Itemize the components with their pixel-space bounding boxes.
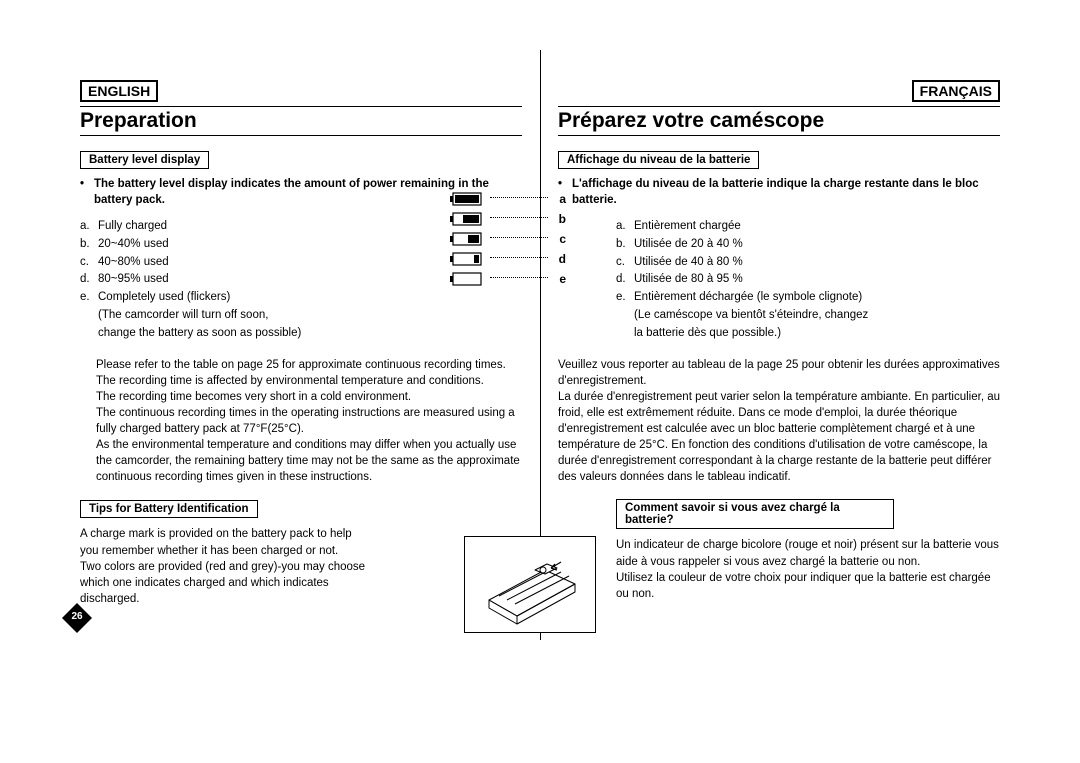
english-column: ENGLISH Preparation Battery level displa… [80,80,540,723]
lang-label-english: ENGLISH [80,80,158,102]
manual-page: ENGLISH Preparation Battery level displa… [0,0,1080,763]
tips-text-fr: Un indicateur de charge bicolore (rouge … [616,537,1000,601]
page-number-badge: 26 [62,603,92,633]
heading-battery-level-fr: Affichage du niveau de la batterie [558,151,759,169]
recording-notes-en: Please refer to the table on page 25 for… [80,357,522,486]
battery-icon [450,232,484,246]
battery-icon [450,272,484,286]
two-column-layout: ENGLISH Preparation Battery level displa… [80,80,1000,723]
battery-icon [450,192,484,206]
lang-label-francais: FRANÇAIS [912,80,1000,102]
tips-text-en: A charge mark is provided on the battery… [80,526,522,606]
recording-notes-fr: Veuillez vous reporter au tableau de la … [558,357,1000,486]
battery-level-list-fr: a.Entièrement chargée b.Utilisée de 20 à… [558,218,1000,343]
battery-icon [450,252,484,266]
heading-tips-en: Tips for Battery Identification [80,500,258,518]
battery-icon [450,212,484,226]
heading-tips-fr: Comment savoir si vous avez chargé la ba… [616,499,894,529]
title-english: Preparation [80,106,522,136]
title-francais: Préparez votre caméscope [558,106,1000,136]
heading-battery-level-en: Battery level display [80,151,209,169]
francais-column: FRANÇAIS Préparez votre caméscope Affich… [540,80,1000,723]
lead-text-fr: • L'affichage du niveau de la batterie i… [558,177,1000,208]
